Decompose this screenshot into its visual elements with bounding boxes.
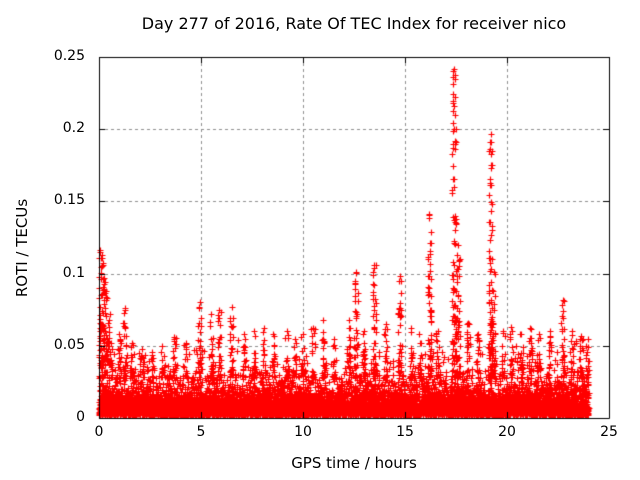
y-tick-label: 0 xyxy=(76,409,85,425)
chart-title: Day 277 of 2016, Rate Of TEC Index for r… xyxy=(141,14,567,33)
x-tick-label: 0 xyxy=(94,424,104,440)
y-tick-label: 0.05 xyxy=(53,336,85,353)
y-tick-label: 0.15 xyxy=(53,192,85,209)
x-axis-label: GPS time / hours xyxy=(291,454,417,472)
y-tick-label: 0.1 xyxy=(62,264,85,281)
x-tick-label: 20 xyxy=(498,424,516,440)
x-tick-label: 25 xyxy=(600,424,618,440)
y-tick-label: 0.25 xyxy=(53,48,85,64)
y-tick-label: 0.2 xyxy=(62,120,85,137)
x-tick-label: 15 xyxy=(396,424,414,440)
x-tick-label: 10 xyxy=(294,424,312,440)
y-axis-label: ROTI / TECUs xyxy=(13,198,31,298)
x-tick-label: 5 xyxy=(196,424,206,440)
